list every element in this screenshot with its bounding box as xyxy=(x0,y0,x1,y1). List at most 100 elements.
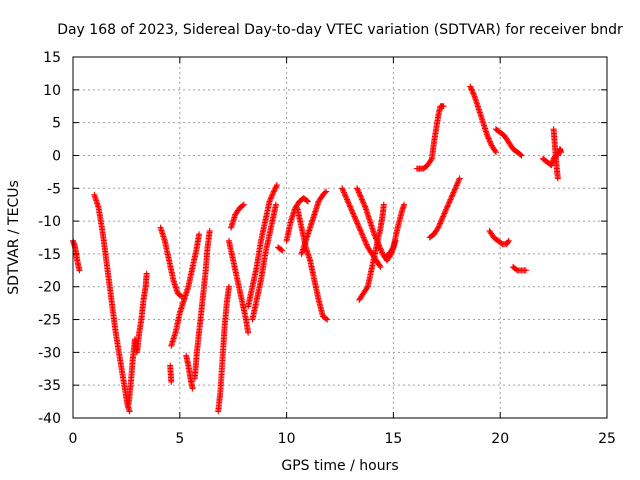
series-s8 xyxy=(191,227,213,382)
data-point xyxy=(377,245,384,252)
data-point xyxy=(359,233,366,240)
series-s5 xyxy=(168,231,203,349)
data-point xyxy=(492,149,499,156)
data-point xyxy=(371,231,378,238)
data-point xyxy=(360,234,367,241)
series-s10 xyxy=(228,201,247,231)
data-point xyxy=(126,408,133,415)
data-point xyxy=(357,193,364,200)
data-point xyxy=(340,189,347,196)
data-point xyxy=(358,196,365,203)
data-point xyxy=(353,217,360,224)
data-point xyxy=(345,200,352,207)
data-point xyxy=(355,188,362,195)
data-point xyxy=(440,211,447,218)
series-s22 xyxy=(413,103,447,172)
data-point xyxy=(361,202,368,209)
y-tick-label: -30 xyxy=(38,345,61,361)
data-point xyxy=(441,209,448,216)
data-point xyxy=(76,267,83,274)
data-point xyxy=(272,184,279,191)
data-point xyxy=(358,228,365,235)
data-point xyxy=(267,195,274,202)
data-point xyxy=(345,199,352,206)
grid xyxy=(73,57,607,418)
data-point xyxy=(389,245,396,252)
data-point xyxy=(356,190,363,197)
data-point xyxy=(346,202,353,209)
data-point xyxy=(517,151,524,158)
data-point xyxy=(437,220,444,227)
data-point xyxy=(303,197,310,204)
data-point xyxy=(452,185,459,192)
data-point xyxy=(357,227,364,234)
data-point xyxy=(438,217,445,224)
data-point xyxy=(443,204,450,211)
data-point xyxy=(450,189,457,196)
data-point xyxy=(362,203,369,210)
data-point xyxy=(322,189,329,196)
x-tick-label: 0 xyxy=(69,431,78,447)
data-point xyxy=(442,207,449,214)
data-point xyxy=(266,198,273,205)
data-point xyxy=(323,315,330,322)
data-point xyxy=(558,149,565,156)
data-point xyxy=(451,186,458,193)
series-s23 xyxy=(426,175,463,241)
x-tick-label: 5 xyxy=(175,431,184,447)
data-point xyxy=(361,237,368,244)
y-axis-label: SDTVAR / TECUs xyxy=(6,180,22,295)
data-point xyxy=(377,264,384,271)
series-s27 xyxy=(510,264,529,274)
data-point xyxy=(468,86,475,93)
y-tick-label: -35 xyxy=(38,378,61,394)
data-point xyxy=(323,188,330,195)
data-point xyxy=(378,248,385,255)
data-point xyxy=(435,224,442,231)
data-point xyxy=(361,235,368,242)
data-point xyxy=(348,207,355,214)
series-s1 xyxy=(70,237,83,274)
x-tick-label: 20 xyxy=(491,431,509,447)
y-tick-label: 5 xyxy=(52,116,61,132)
data-point xyxy=(339,186,346,193)
data-point xyxy=(355,221,362,228)
data-point xyxy=(484,134,491,141)
plot-frame xyxy=(72,56,608,419)
y-tick-label: -10 xyxy=(38,214,61,230)
data-point xyxy=(380,201,387,208)
data-point xyxy=(440,103,447,110)
data-point xyxy=(363,285,370,292)
x-tick-label: 10 xyxy=(278,431,296,447)
data-point xyxy=(356,226,363,233)
data-point xyxy=(470,90,477,97)
data-point xyxy=(485,135,492,142)
data-point xyxy=(353,219,360,226)
y-tick-label: -5 xyxy=(47,181,61,197)
data-point xyxy=(354,185,361,192)
y-tick-label: -15 xyxy=(38,247,61,263)
data-point xyxy=(278,246,285,253)
data-point xyxy=(449,190,456,197)
data-point xyxy=(352,216,359,223)
data-point xyxy=(350,210,357,217)
data-point xyxy=(467,83,474,90)
y-tick-label: 0 xyxy=(52,148,61,164)
data-point xyxy=(469,87,476,94)
data-point xyxy=(168,378,175,385)
data-point xyxy=(363,241,370,248)
series-s25 xyxy=(492,126,525,159)
data-point xyxy=(447,196,454,203)
data-point xyxy=(448,195,455,202)
data-point xyxy=(486,138,493,145)
data-point xyxy=(270,188,277,195)
data-point xyxy=(340,188,347,195)
data-point xyxy=(359,197,366,204)
data-point xyxy=(439,214,446,221)
data-point xyxy=(486,136,493,143)
data-point xyxy=(376,262,383,269)
data-point xyxy=(267,196,274,203)
series-s2 xyxy=(91,191,133,415)
x-tick-label: 25 xyxy=(598,431,616,447)
